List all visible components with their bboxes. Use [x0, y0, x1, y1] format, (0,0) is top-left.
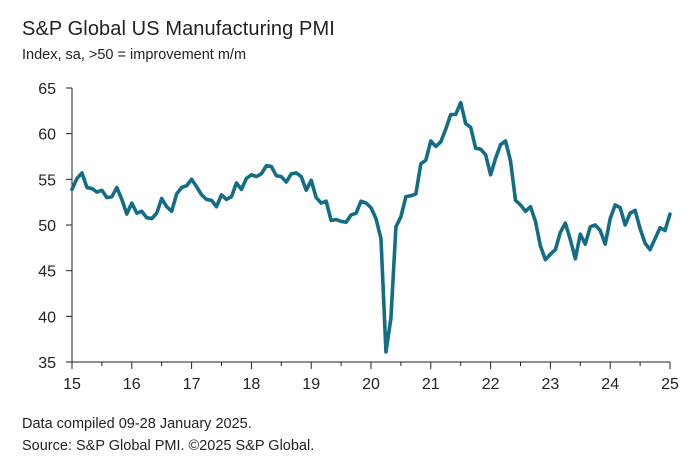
- chart-subtitle: Index, sa, >50 = improvement m/m: [22, 47, 247, 63]
- x-tick-label-23: 23: [542, 376, 560, 393]
- footer-data-compiled: Data compiled 09-28 January 2025.: [22, 416, 252, 432]
- y-tick-label-50: 50: [38, 218, 56, 235]
- y-tick-label-45: 45: [38, 264, 56, 281]
- x-tick-label-18: 18: [243, 376, 261, 393]
- x-tick-label-17: 17: [183, 376, 201, 393]
- series-line-pmi: [70, 100, 672, 354]
- y-tick-label-65: 65: [38, 81, 56, 98]
- x-tick-label-15: 15: [63, 376, 81, 393]
- y-tick-label-35: 35: [38, 355, 56, 372]
- y-tick-label-55: 55: [38, 172, 56, 189]
- series-group: [70, 100, 672, 354]
- x-axis: 15 16 17 18 19 20 21 22 23 24 25: [63, 361, 679, 393]
- y-tick-label-40: 40: [38, 309, 56, 326]
- x-tick-label-16: 16: [123, 376, 141, 393]
- y-axis: 35 40 45 50 55 60 65: [38, 81, 73, 372]
- x-tick-label-19: 19: [302, 376, 320, 393]
- x-tick-label-21: 21: [422, 376, 440, 393]
- x-tick-label-20: 20: [362, 376, 380, 393]
- x-tick-label-24: 24: [601, 376, 619, 393]
- footer-source: Source: S&P Global PMI. ©2025 S&P Global…: [22, 438, 315, 454]
- x-tick-label-25: 25: [661, 376, 679, 393]
- chart-title: S&P Global US Manufacturing PMI: [22, 18, 335, 40]
- y-tick-label-60: 60: [38, 127, 56, 144]
- x-tick-label-22: 22: [482, 376, 500, 393]
- pmi-line-chart: 35 40 45 50 55 60 65 15 16 17 18 19 20 21 22 23 24 25: [38, 81, 679, 393]
